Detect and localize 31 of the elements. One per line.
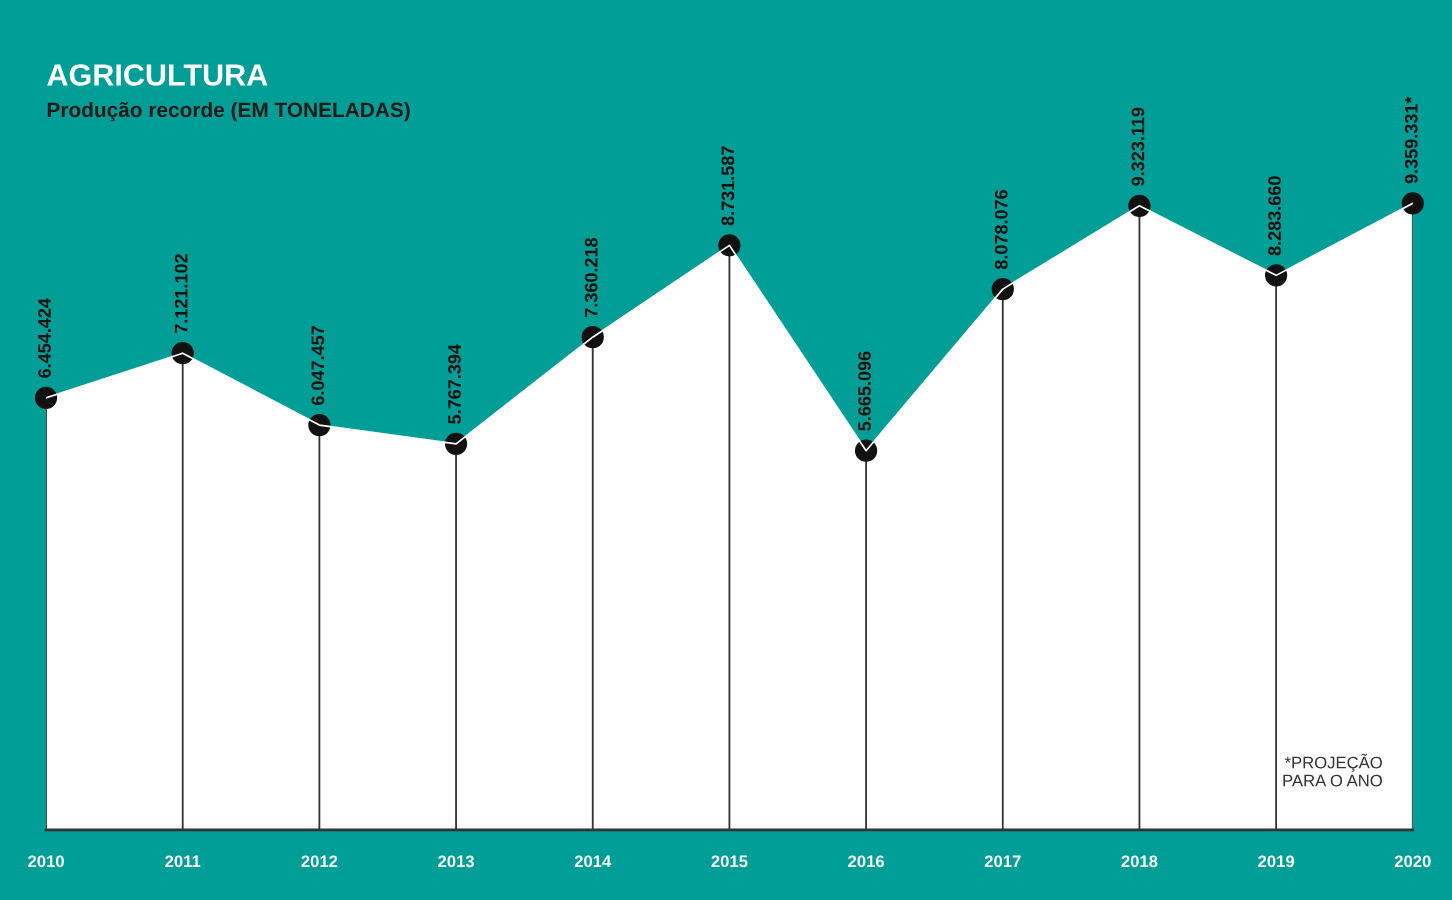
x-tick-label: 2016 (848, 855, 885, 868)
chart-title: AGRICULTURA (47, 64, 268, 86)
data-label: 7.121.102 (174, 254, 188, 333)
x-tick-label: 2010 (28, 855, 64, 868)
point (581, 326, 604, 349)
x-tick-label: 2019 (1258, 855, 1295, 868)
x-tick-label: 2012 (301, 855, 338, 868)
data-label: 9.323.119 (1131, 107, 1145, 186)
data-label: 6.454.424 (38, 298, 51, 378)
x-tick-label: 2015 (711, 855, 748, 868)
data-label: 6.047.457 (311, 326, 325, 405)
x-tick-label: 2011 (165, 855, 201, 868)
x-tick-label: 2013 (438, 855, 474, 868)
x-tick-label: 2020 (1394, 855, 1431, 868)
annotation: *PROJEÇÃO PARA O ANO (1283, 753, 1382, 787)
point (34, 386, 58, 409)
data-label: 7.360.218 (584, 237, 598, 317)
data-label: 9.359.331* (1404, 96, 1418, 184)
x-tick-label: 2014 (574, 855, 612, 868)
x-tick-label: 2017 (984, 855, 1021, 868)
point (308, 413, 331, 437)
data-label: 8.283.660 (1268, 176, 1281, 256)
data-label: 5.767.394 (448, 344, 461, 424)
point (1265, 264, 1288, 287)
point (1401, 192, 1424, 215)
data-label: 5.665.096 (858, 351, 871, 431)
chart-subtitle: Produção recorde (EM TONELADAS) (47, 101, 410, 122)
data-label: 8.731.587 (721, 146, 735, 226)
point (854, 439, 878, 462)
x-tick-label: 2018 (1121, 855, 1158, 868)
data-label: 8.078.076 (994, 190, 1008, 270)
